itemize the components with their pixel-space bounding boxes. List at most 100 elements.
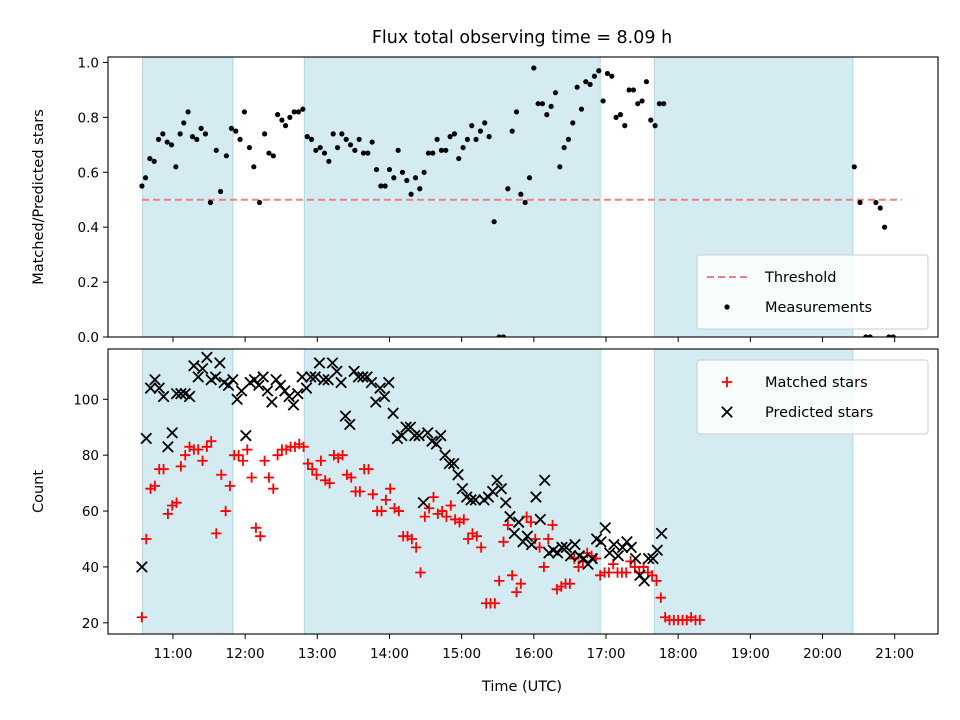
data-point: [177, 131, 183, 137]
data-point: [296, 371, 308, 383]
data-point: [447, 134, 453, 140]
y-tick-label: 1.0: [78, 55, 99, 71]
data-point: [354, 486, 366, 497]
data-point: [207, 199, 214, 206]
data-point: [369, 139, 375, 145]
data-point: [417, 186, 423, 192]
data-point: [458, 514, 470, 525]
data-point: [445, 500, 457, 511]
data-point: [266, 150, 272, 156]
data-point: [421, 169, 427, 175]
data-point: [652, 123, 658, 129]
data-point: [291, 109, 297, 115]
data-point: [224, 480, 236, 492]
y-tick-label: 0.8: [78, 110, 99, 126]
data-point: [216, 469, 227, 480]
data-point: [417, 496, 430, 509]
data-point: [272, 449, 283, 461]
data-point: [175, 461, 187, 472]
y-axis-label: Matched/Predicted stars: [31, 109, 47, 285]
data-point: [489, 598, 501, 609]
data-point: [369, 396, 382, 408]
data-point: [408, 191, 414, 197]
data-point: [505, 186, 511, 192]
data-point: [547, 519, 558, 531]
x-tick-label: 18:00: [659, 646, 698, 662]
data-point: [227, 373, 239, 386]
data-point: [347, 142, 354, 148]
data-point: [180, 449, 191, 461]
data-point: [617, 112, 624, 118]
data-point: [201, 351, 213, 364]
top-axes-frame: [107, 56, 939, 338]
data-point: [255, 531, 266, 542]
data-point: [313, 357, 326, 369]
data-point: [629, 552, 642, 565]
data-point: [436, 505, 448, 517]
data-point: [270, 153, 276, 159]
data-point: [423, 503, 435, 514]
bottom-axes-frame: [107, 348, 939, 635]
data-point: [495, 482, 508, 495]
data-point: [415, 567, 426, 578]
data-point: [651, 544, 664, 557]
data-point: [149, 373, 161, 386]
data-point: [365, 150, 371, 156]
data-point: [421, 426, 434, 439]
data-point: [324, 477, 335, 489]
data-point: [168, 142, 175, 148]
y-tick-label: 40: [82, 560, 99, 576]
data-point: [543, 533, 554, 545]
data-point: [451, 131, 458, 137]
data-point: [335, 376, 347, 389]
data-point: [591, 73, 598, 79]
data-point: [626, 87, 632, 93]
data-point: [144, 382, 157, 394]
data-point: [391, 175, 397, 181]
legend-box: [696, 359, 929, 435]
data-point: [600, 98, 606, 104]
data-point: [185, 109, 191, 115]
data-point: [851, 164, 857, 170]
data-point: [317, 144, 323, 151]
data-point: [655, 592, 667, 603]
data-point: [496, 334, 502, 337]
data-point: [171, 497, 182, 508]
data-point: [404, 177, 410, 184]
data-point: [250, 522, 262, 534]
data-point: [330, 365, 343, 378]
data-point: [595, 535, 607, 548]
data-point: [287, 114, 293, 120]
data-point: [655, 527, 668, 540]
x-tick-label: 12:00: [226, 646, 265, 662]
data-point: [334, 144, 341, 151]
data-point: [569, 538, 581, 551]
data-point: [530, 533, 541, 545]
series-predicted-stars: [136, 351, 668, 587]
data-point: [241, 109, 248, 115]
series-measurements: [139, 65, 896, 337]
data-point: [534, 513, 547, 526]
data-point: [352, 371, 365, 383]
data-point: [412, 175, 419, 181]
data-point: [304, 371, 317, 383]
data-point: [147, 155, 153, 162]
data-point: [360, 150, 367, 156]
data-point: [648, 117, 654, 123]
data-point: [365, 376, 378, 389]
data-point: [251, 164, 257, 170]
data-point: [201, 441, 213, 452]
data-point: [613, 114, 619, 120]
data-point: [452, 468, 464, 481]
data-point: [149, 480, 161, 492]
data-point: [183, 390, 196, 403]
observing-window-band: [142, 57, 234, 337]
data-point: [635, 101, 641, 107]
data-point: [382, 183, 388, 189]
legend-handle: [721, 406, 733, 418]
data-point: [469, 123, 475, 129]
data-point: [890, 334, 896, 337]
data-point: [173, 164, 179, 170]
data-point: [502, 519, 514, 531]
data-point: [151, 158, 157, 164]
